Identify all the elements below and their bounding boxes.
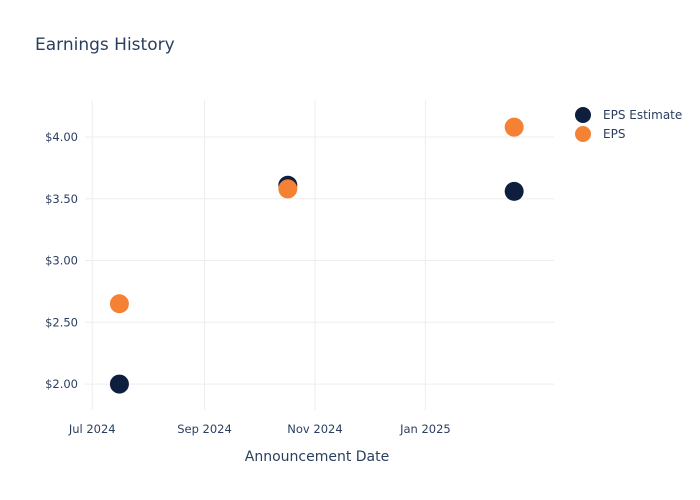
- x-tick-label: Jul 2024: [68, 422, 116, 436]
- x-axis-title: Announcement Date: [245, 449, 389, 465]
- legend: EPS Estimate EPS: [575, 107, 682, 142]
- y-tick-label: $3.00: [45, 254, 78, 268]
- legend-marker[interactable]: [575, 107, 591, 123]
- x-tick-label: Jan 2025: [399, 422, 451, 436]
- data-point-eps[interactable]: [278, 179, 298, 199]
- data-point-eps-estimate[interactable]: [109, 374, 129, 394]
- y-tick-label: $4.00: [45, 130, 78, 144]
- axis-ticks: Jul 2024 Sep 2024 Nov 2024 Jan 2025 $2.00 $2.…: [45, 130, 451, 436]
- chart-title: Earnings History: [35, 35, 175, 55]
- legend-marker[interactable]: [575, 126, 591, 142]
- grid-lines: [85, 100, 554, 410]
- data-point-eps[interactable]: [504, 117, 524, 137]
- data-points: [109, 117, 524, 394]
- y-tick-label: $2.50: [45, 315, 78, 329]
- y-tick-label: $3.50: [45, 192, 78, 206]
- legend-label[interactable]: EPS: [603, 127, 625, 141]
- data-point-eps[interactable]: [109, 294, 129, 314]
- x-tick-label: Sep 2024: [177, 422, 232, 436]
- x-tick-label: Nov 2024: [287, 422, 342, 436]
- y-tick-label: $2.00: [45, 377, 78, 391]
- legend-label[interactable]: EPS Estimate: [603, 108, 682, 122]
- data-point-eps-estimate[interactable]: [504, 181, 524, 201]
